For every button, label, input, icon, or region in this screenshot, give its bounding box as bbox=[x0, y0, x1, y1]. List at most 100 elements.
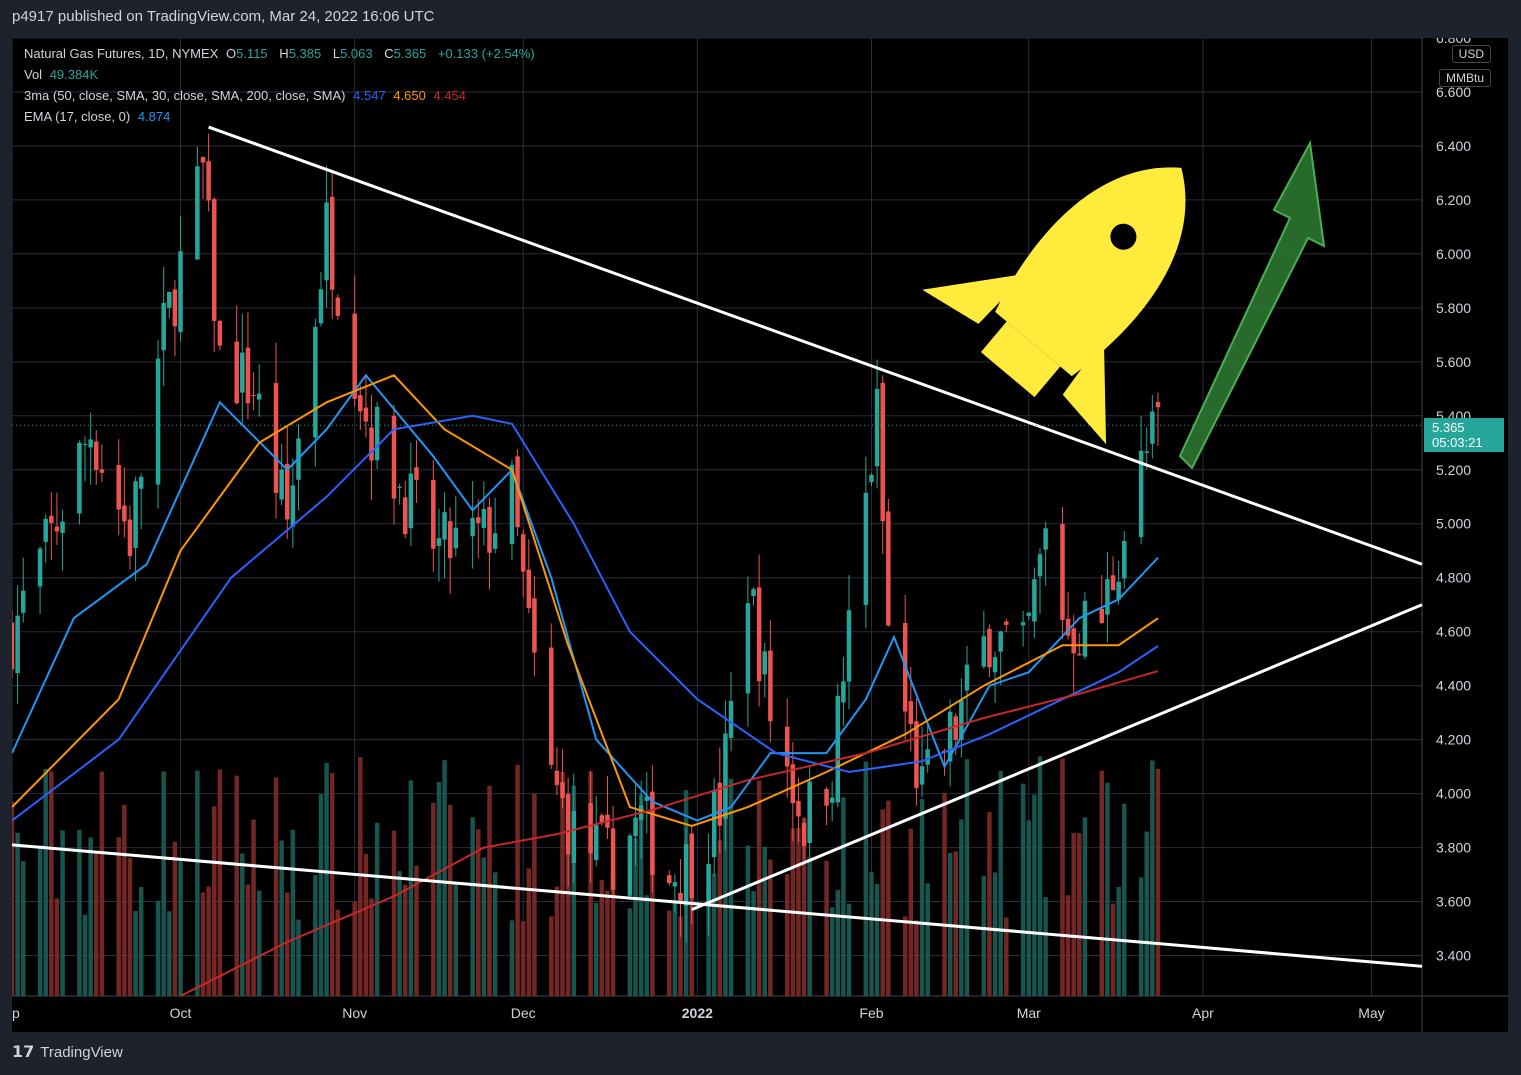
ma-line bbox=[180, 670, 1159, 997]
candle-body bbox=[77, 442, 82, 514]
candle-body bbox=[442, 512, 447, 540]
candle-body bbox=[127, 519, 133, 557]
candle-body bbox=[492, 533, 498, 549]
volume-bar bbox=[492, 872, 498, 996]
volume-bar bbox=[155, 900, 161, 996]
candle-body bbox=[358, 395, 363, 412]
volume-bar bbox=[560, 771, 565, 996]
candle-body bbox=[318, 289, 324, 324]
currency-button[interactable]: USD bbox=[1451, 45, 1491, 63]
volume-bar bbox=[335, 909, 341, 996]
candle-body bbox=[37, 548, 43, 587]
last-price: 5.365 bbox=[1432, 420, 1465, 435]
volume-bar bbox=[211, 806, 217, 996]
rocket-icon bbox=[922, 167, 1186, 445]
symbol-label[interactable]: Natural Gas Futures, 1D, NYMEX bbox=[24, 46, 219, 61]
volume-bar bbox=[756, 780, 762, 996]
vol-label[interactable]: Vol bbox=[24, 67, 43, 82]
volume-bar bbox=[784, 874, 790, 996]
volume-bar bbox=[369, 898, 374, 996]
volume-bar bbox=[824, 860, 829, 996]
volume-bar bbox=[37, 845, 43, 996]
volume-bar bbox=[122, 805, 127, 996]
volume-bar bbox=[363, 854, 369, 996]
time-tick-label: Oct bbox=[170, 1005, 192, 1021]
volume-bar bbox=[863, 761, 869, 996]
ma-line bbox=[12, 373, 1159, 822]
volume-bar bbox=[43, 768, 48, 996]
candle-body bbox=[745, 603, 751, 694]
time-tick-label: Nov bbox=[342, 1005, 367, 1021]
candle-body bbox=[1004, 621, 1009, 625]
volume-bar bbox=[431, 802, 436, 996]
candle-body bbox=[981, 636, 987, 667]
price-tick-label: 6.600 bbox=[1436, 84, 1471, 100]
unit-button[interactable]: MMBtu bbox=[1438, 69, 1491, 87]
trendline bbox=[208, 125, 1423, 566]
volume-bar bbox=[886, 800, 891, 996]
ema-value: 4.874 bbox=[137, 109, 171, 124]
candle-body bbox=[706, 863, 711, 906]
volume-bar bbox=[728, 778, 734, 996]
volume-bar bbox=[908, 828, 914, 996]
volume-bar bbox=[172, 841, 178, 996]
candle-body bbox=[1043, 528, 1048, 550]
ma-label[interactable]: 3ma (50, close, SMA, 30, close, SMA, 200… bbox=[24, 88, 346, 103]
last-price-tag: 5.365 05:03:21 bbox=[1424, 418, 1504, 452]
volume-bar bbox=[20, 861, 26, 996]
volume-bar bbox=[1122, 803, 1127, 996]
volume-bar bbox=[526, 868, 532, 996]
candle-body bbox=[431, 479, 436, 549]
candle-body bbox=[532, 598, 537, 653]
volume-bar bbox=[509, 920, 515, 996]
volume-bar bbox=[240, 853, 245, 996]
volume-bar bbox=[829, 907, 835, 996]
price-tick-label: 4.800 bbox=[1436, 570, 1471, 586]
low-value: 5.063 bbox=[340, 46, 373, 61]
volume-bar bbox=[470, 817, 475, 996]
candle-body bbox=[245, 347, 251, 404]
candle-body bbox=[167, 291, 172, 308]
volume-bar bbox=[133, 910, 138, 996]
time-tick-label: May bbox=[1358, 1005, 1384, 1021]
volume-bar bbox=[745, 845, 751, 996]
candle-body bbox=[285, 463, 290, 520]
time-tick-label: Dec bbox=[511, 1005, 536, 1021]
candle-body bbox=[1082, 600, 1088, 657]
volume-bar bbox=[678, 916, 683, 996]
volume-bar bbox=[358, 757, 363, 996]
volume-bar bbox=[672, 902, 678, 996]
volume-bar bbox=[88, 837, 93, 996]
candle-body bbox=[959, 700, 964, 740]
candle-body bbox=[829, 797, 835, 803]
footer-brand[interactable]: TradingView bbox=[40, 1043, 123, 1061]
volume-bar bbox=[835, 889, 841, 996]
candle-body bbox=[487, 507, 492, 553]
volume-bar bbox=[116, 837, 121, 996]
volume-bar bbox=[992, 872, 998, 996]
candle-body bbox=[841, 681, 846, 703]
candle-body bbox=[588, 803, 593, 854]
candle-body bbox=[964, 664, 970, 691]
candle-body bbox=[1138, 450, 1144, 538]
candle-body bbox=[1150, 411, 1155, 444]
time-tick-label: 2022 bbox=[682, 1005, 713, 1021]
volume-bar bbox=[374, 822, 380, 996]
candle-body bbox=[251, 394, 256, 397]
ema-label[interactable]: EMA (17, close, 0) bbox=[24, 109, 131, 124]
legend-symbol-row: Natural Gas Futures, 1D, NYMEX O5.115 H5… bbox=[24, 46, 539, 61]
close-value: 5.365 bbox=[393, 46, 427, 61]
volume-bar bbox=[593, 902, 599, 996]
candlestick-chart[interactable]: 6.8006.6006.4006.2006.0005.8005.6005.400… bbox=[12, 38, 1508, 1032]
legend-ema-row: EMA (17, close, 0) 4.874 bbox=[24, 109, 174, 124]
volume-bar bbox=[273, 777, 279, 996]
volume-bar bbox=[397, 871, 402, 996]
volume-bar bbox=[1144, 831, 1149, 996]
candle-body bbox=[644, 796, 650, 801]
candle-body bbox=[122, 505, 127, 522]
volume-bar bbox=[256, 890, 262, 996]
price-tick-label: 5.600 bbox=[1436, 354, 1471, 370]
price-tick-label: 4.400 bbox=[1436, 678, 1471, 694]
candle-body bbox=[54, 526, 60, 532]
candle-body bbox=[880, 382, 885, 522]
